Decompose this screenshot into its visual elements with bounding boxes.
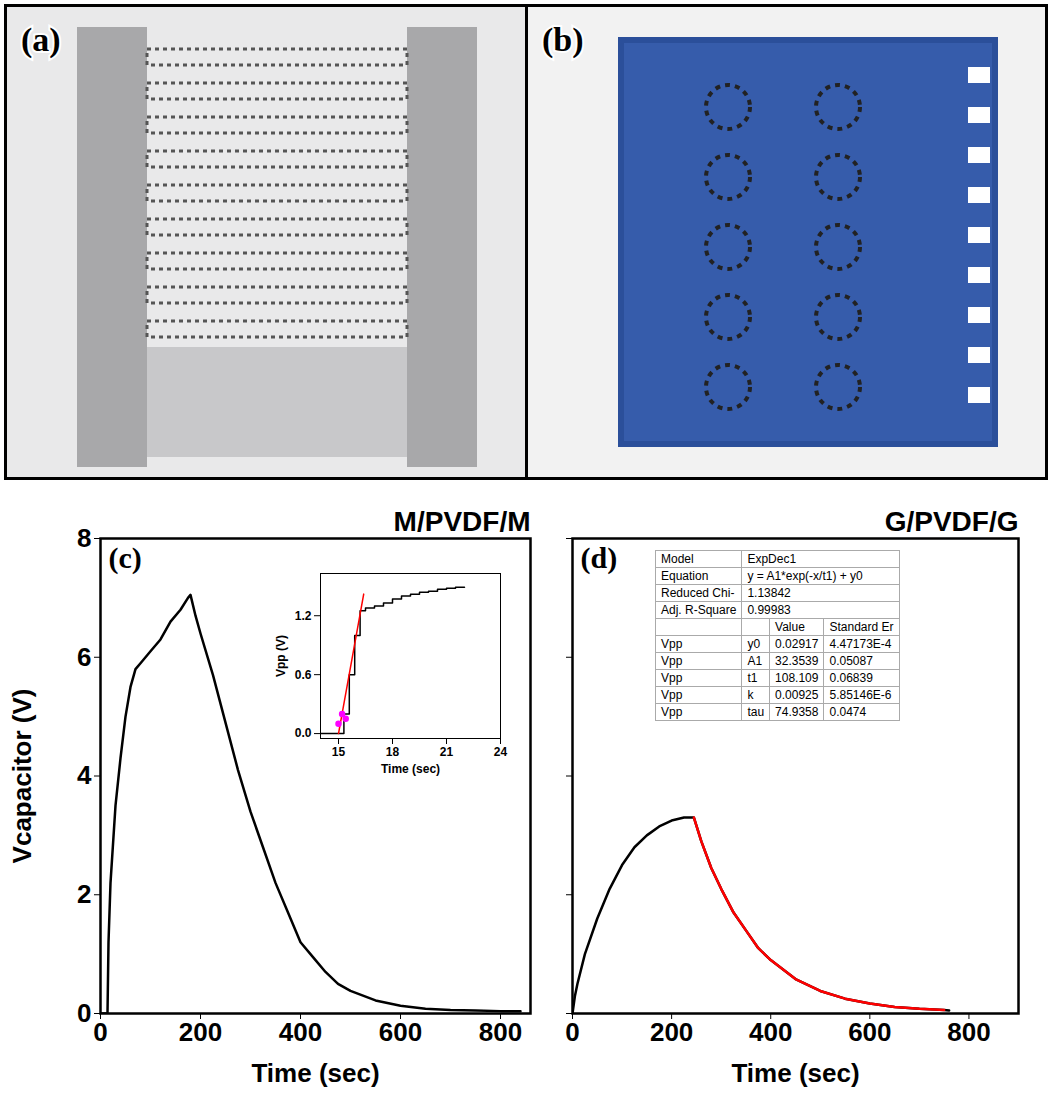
- html-text:5.85146E-6: 5.85146E-6: [829, 688, 892, 702]
- svg-text:Vpp (V): Vpp (V): [274, 635, 288, 677]
- html-text:Equation: Equation: [661, 569, 709, 583]
- svg-text:0.6: 0.6: [295, 668, 312, 682]
- html-text:Vpp: Vpp: [661, 671, 683, 685]
- svg-text:(a): (a): [21, 21, 61, 59]
- html-text:k: k: [747, 688, 754, 702]
- svg-text:200: 200: [179, 1017, 222, 1047]
- html-text:tau: tau: [747, 705, 765, 719]
- html-text:y = A1*exp(-x/t1) + y0: y = A1*exp(-x/t1) + y0: [747, 569, 863, 583]
- html-text:108.109: 108.109: [775, 671, 819, 685]
- svg-text:(c): (c): [109, 541, 142, 575]
- svg-text:6: 6: [77, 642, 91, 672]
- svg-text:8: 8: [77, 523, 91, 553]
- svg-text:800: 800: [479, 1017, 522, 1047]
- svg-text:18: 18: [386, 745, 400, 759]
- svg-text:4: 4: [77, 760, 92, 790]
- svg-text:24: 24: [494, 745, 508, 759]
- html-text:4.47173E-4: 4.47173E-4: [829, 637, 892, 651]
- svg-text:M/PVDF/M: M/PVDF/M: [394, 506, 531, 537]
- html-text:Standard Er: Standard Er: [829, 620, 894, 634]
- svg-text:600: 600: [848, 1017, 891, 1047]
- svg-text:Time (sec): Time (sec): [251, 1058, 379, 1088]
- svg-text:1.2: 1.2: [295, 609, 312, 623]
- svg-text:(b): (b): [542, 21, 584, 59]
- html-text:Vpp: Vpp: [661, 705, 683, 719]
- svg-text:600: 600: [379, 1017, 422, 1047]
- html-text:0.02917: 0.02917: [775, 637, 819, 651]
- svg-text:800: 800: [947, 1017, 990, 1047]
- svg-text:0.0: 0.0: [295, 726, 312, 740]
- html-text:0.0474: 0.0474: [829, 705, 867, 719]
- html-text:ExpDec1: ExpDec1: [747, 552, 797, 566]
- html-text:Vpp: Vpp: [661, 637, 683, 651]
- html-text:Model: Model: [661, 552, 694, 566]
- svg-text:400: 400: [279, 1017, 322, 1047]
- svg-text:0: 0: [565, 1017, 579, 1047]
- svg-text:Time (sec): Time (sec): [381, 762, 440, 776]
- svg-text:2: 2: [77, 879, 91, 909]
- svg-text:Vcapacitor (V): Vcapacitor (V): [7, 689, 37, 864]
- html-text:0.99983: 0.99983: [747, 603, 791, 617]
- svg-text:0: 0: [77, 998, 91, 1028]
- html-text:74.9358: 74.9358: [775, 705, 819, 719]
- html-text:0.05087: 0.05087: [829, 654, 873, 668]
- svg-text:400: 400: [749, 1017, 792, 1047]
- svg-text:15: 15: [332, 745, 346, 759]
- html-text:0.06839: 0.06839: [829, 671, 873, 685]
- html-text:Vpp: Vpp: [661, 688, 683, 702]
- html-text:A1: A1: [747, 654, 763, 668]
- html-text:y0: y0: [747, 637, 761, 651]
- html-text:32.3539: 32.3539: [775, 654, 819, 668]
- svg-text:Time (sec): Time (sec): [731, 1058, 859, 1088]
- svg-text:200: 200: [650, 1017, 693, 1047]
- html-text:0.00925: 0.00925: [775, 688, 819, 702]
- svg-text:0: 0: [93, 1017, 107, 1047]
- html-text:Adj. R-Square: Adj. R-Square: [661, 603, 737, 617]
- svg-text:21: 21: [440, 745, 454, 759]
- html-text:Vpp: Vpp: [661, 654, 683, 668]
- svg-text:(d): (d): [581, 541, 618, 575]
- html-text:Reduced Chi-: Reduced Chi-: [661, 586, 735, 600]
- html-text:t1: t1: [747, 671, 758, 685]
- svg-text:G/PVDF/G: G/PVDF/G: [885, 506, 1019, 537]
- html-text:Value: Value: [775, 620, 805, 634]
- html-text:1.13842: 1.13842: [747, 586, 791, 600]
